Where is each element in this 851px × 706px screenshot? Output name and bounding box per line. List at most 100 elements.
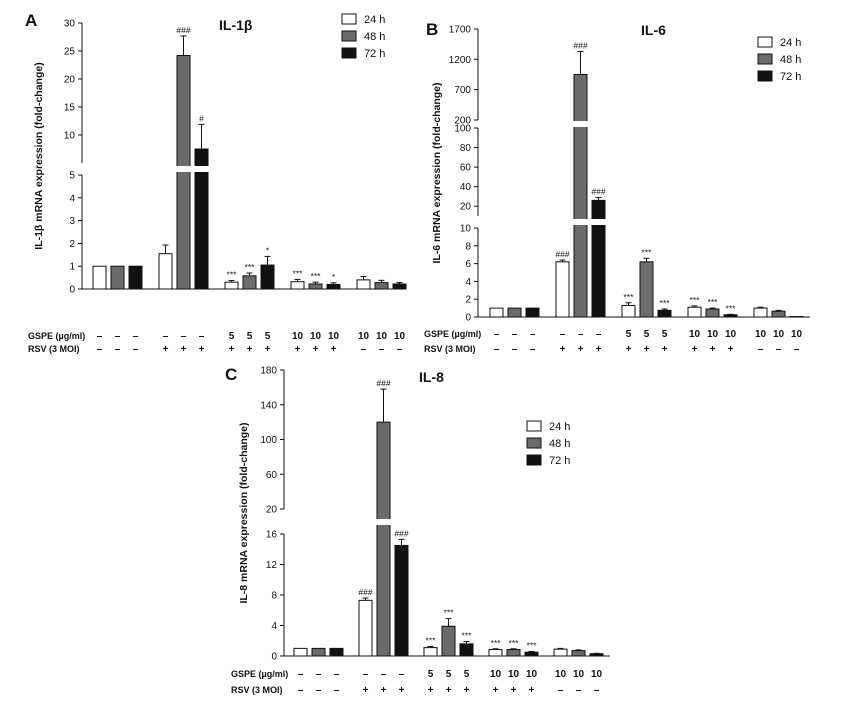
legend-swatch — [341, 47, 357, 59]
rsv-value: + — [295, 344, 301, 355]
bar-48h-group2 — [573, 74, 588, 318]
chart-title: IL-8 — [419, 369, 444, 385]
y-tick-label: 6 — [465, 259, 471, 270]
chart-panel-c: C IL-8 IL-8 mRNA expression (fold-change) 0… — [225, 365, 612, 696]
gspe-value: – — [298, 669, 304, 680]
gspe-value: 10 — [707, 329, 719, 340]
gspe-value: 5 — [626, 329, 632, 340]
bar-48h-group2 — [376, 421, 391, 657]
gspe-value: – — [115, 331, 121, 342]
bar-24h-group1 — [489, 307, 504, 318]
y-tick-label: 1 — [69, 262, 75, 273]
gspe-row-label: GSPE (µg/ml) — [231, 669, 288, 679]
significance-label: *** — [708, 297, 719, 307]
gspe-value: 5 — [229, 331, 235, 342]
significance-label: # — [199, 113, 204, 123]
y-tick-label: 60 — [460, 163, 472, 174]
y-axis-label: IL-6 mRNA expression (fold-change) — [431, 82, 443, 263]
bar-48h-group3 — [242, 275, 257, 290]
bar-72h-group4 — [723, 314, 738, 318]
rsv-value: – — [558, 685, 564, 696]
rsv-value: + — [710, 344, 716, 355]
y-tick-label: 140 — [260, 400, 277, 411]
bar-24h-group3 — [621, 304, 636, 318]
y-tick-label: 10 — [460, 224, 472, 235]
significance-label: *** — [462, 631, 473, 641]
gspe-value: 10 — [490, 669, 502, 680]
gspe-value: – — [596, 329, 602, 340]
chart-panel-b: B IL-6 IL-6 mRNA expression (fold-change) 0… — [424, 20, 812, 355]
gspe-value: 5 — [265, 331, 271, 342]
panel-letter: C — [225, 365, 237, 384]
chart-panel-a: A IL-1β IL-1β mRNA expression (fold-change… — [25, 11, 407, 355]
bar-72h-group4 — [524, 651, 539, 657]
significance-label: *** — [509, 638, 520, 648]
bar-24h-group4 — [290, 281, 305, 290]
significance-label: *** — [426, 635, 437, 645]
rsv-value: – — [530, 344, 536, 355]
bar-72h-group5 — [789, 316, 804, 318]
bar-48h-group4 — [705, 308, 720, 318]
rsv-value: – — [758, 344, 764, 355]
y-tick-label: 0 — [465, 313, 471, 324]
gspe-row-label: GSPE (µg/ml) — [424, 329, 481, 339]
rsv-value: + — [229, 344, 235, 355]
y-tick-label: 200 — [454, 116, 471, 127]
significance-label: * — [266, 245, 270, 255]
rsv-value: – — [334, 685, 340, 696]
gspe-value: – — [512, 329, 518, 340]
rsv-value: – — [594, 685, 600, 696]
legend-swatch — [757, 53, 773, 65]
rsv-row-label: RSV (3 MOI) — [424, 344, 476, 354]
rsv-value: – — [379, 344, 385, 355]
significance-label: *** — [624, 292, 635, 302]
y-tick-label: 180 — [260, 366, 277, 377]
bar-48h-group4 — [506, 649, 521, 657]
rsv-value: + — [331, 344, 337, 355]
bar-24h-group1 — [92, 265, 107, 290]
legend-swatch — [526, 420, 542, 432]
bar-24h-group5 — [553, 648, 568, 657]
gspe-value: – — [578, 329, 584, 340]
legend-swatch — [341, 30, 357, 42]
y-tick-label: 8 — [271, 591, 277, 602]
bar-72h-group1 — [128, 265, 143, 290]
legend-label: 24 h — [364, 14, 385, 26]
axis-break — [278, 519, 612, 525]
rsv-value: + — [313, 344, 319, 355]
bar-72h-group3 — [459, 643, 474, 657]
y-tick-label: 100 — [260, 435, 277, 446]
y-tick-label: 0 — [271, 652, 277, 663]
bar-72h-group3 — [657, 309, 672, 318]
legend-label: 72 h — [780, 71, 801, 83]
bar-48h-group1 — [507, 307, 522, 318]
significance-label: ### — [394, 528, 408, 538]
y-tick-label: 60 — [266, 470, 278, 481]
significance-label: ### — [591, 186, 605, 196]
significance-label: *** — [444, 608, 455, 618]
rsv-value: + — [247, 344, 253, 355]
rsv-value: – — [576, 685, 582, 696]
bar-24h-group2 — [158, 253, 173, 290]
bar-48h-group5 — [571, 650, 586, 657]
bar-48h-group1 — [110, 265, 125, 290]
y-tick-label: 4 — [69, 193, 75, 204]
rsv-value: – — [316, 685, 322, 696]
significance-label: *** — [527, 640, 538, 650]
gspe-value: – — [363, 669, 369, 680]
gspe-value: 10 — [508, 669, 520, 680]
rsv-value: + — [692, 344, 698, 355]
rsv-value: + — [662, 344, 668, 355]
y-axis-label: IL-1β mRNA expression (fold-change) — [33, 62, 45, 249]
rsv-value: + — [265, 344, 271, 355]
y-tick-label: 4 — [465, 277, 471, 288]
significance-label: ### — [358, 587, 372, 597]
rsv-value: + — [446, 685, 452, 696]
legend-label: 48 h — [780, 54, 801, 66]
bar-48h-group5 — [771, 310, 786, 318]
gspe-value: 10 — [310, 331, 322, 342]
y-tick-label: 80 — [460, 143, 472, 154]
rsv-value: + — [511, 685, 517, 696]
bar-48h-group5 — [374, 282, 389, 290]
